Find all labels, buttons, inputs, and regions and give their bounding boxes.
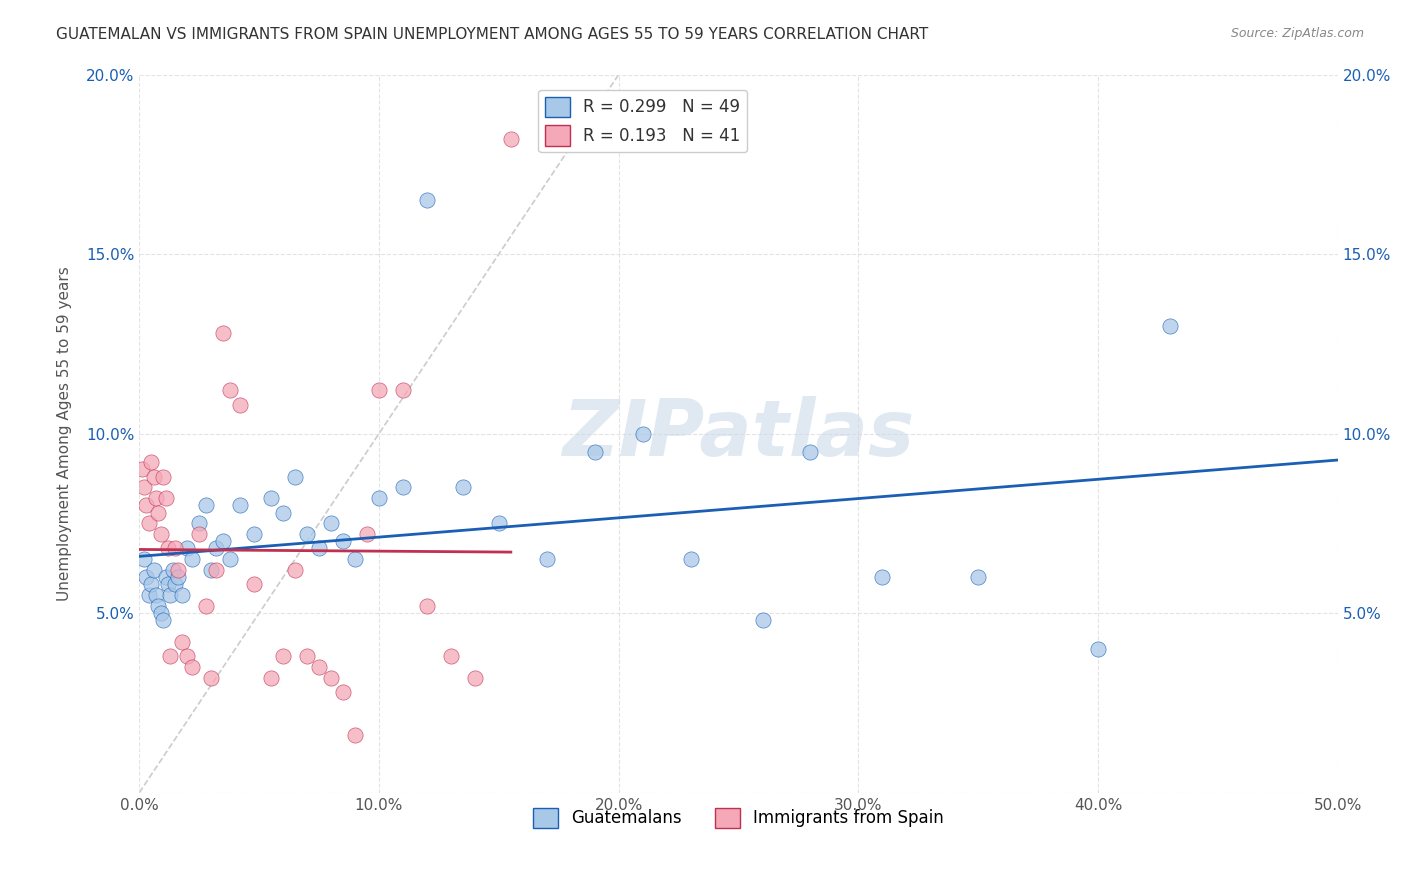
Y-axis label: Unemployment Among Ages 55 to 59 years: Unemployment Among Ages 55 to 59 years: [58, 266, 72, 601]
Point: [488, 516, 510, 531]
Point: [319, 671, 342, 685]
Point: [138, 588, 160, 602]
Point: [1159, 318, 1181, 333]
Point: [152, 469, 174, 483]
Point: [368, 384, 391, 398]
Point: [149, 527, 172, 541]
Point: [131, 462, 153, 476]
Point: [145, 588, 167, 602]
Point: [872, 570, 894, 584]
Point: [155, 491, 177, 506]
Point: [344, 552, 367, 566]
Point: [148, 599, 170, 613]
Point: [416, 599, 439, 613]
Point: [205, 541, 228, 556]
Point: [260, 671, 283, 685]
Point: [166, 570, 188, 584]
Point: [229, 398, 252, 412]
Point: [132, 552, 155, 566]
Point: [751, 613, 773, 627]
Point: [132, 480, 155, 494]
Point: [176, 649, 198, 664]
Point: [229, 499, 252, 513]
Text: GUATEMALAN VS IMMIGRANTS FROM SPAIN UNEMPLOYMENT AMONG AGES 55 TO 59 YEARS CORRE: GUATEMALAN VS IMMIGRANTS FROM SPAIN UNEM…: [56, 27, 928, 42]
Point: [356, 527, 378, 541]
Point: [181, 552, 204, 566]
Point: [162, 563, 184, 577]
Point: [308, 660, 330, 674]
Point: [135, 570, 157, 584]
Point: [141, 455, 163, 469]
Point: [536, 552, 558, 566]
Legend: Guatemalans, Immigrants from Spain: Guatemalans, Immigrants from Spain: [526, 801, 950, 835]
Point: [271, 649, 294, 664]
Point: [176, 541, 198, 556]
Point: [679, 552, 702, 566]
Point: [243, 527, 266, 541]
Point: [284, 469, 307, 483]
Point: [200, 563, 222, 577]
Point: [188, 527, 211, 541]
Point: [295, 527, 318, 541]
Point: [212, 326, 235, 340]
Point: [165, 541, 187, 556]
Point: [172, 588, 194, 602]
Point: [451, 480, 474, 494]
Point: [166, 563, 188, 577]
Point: [159, 649, 181, 664]
Point: [135, 499, 157, 513]
Point: [332, 685, 354, 699]
Point: [416, 193, 439, 207]
Point: [295, 649, 318, 664]
Point: [219, 384, 242, 398]
Text: Source: ZipAtlas.com: Source: ZipAtlas.com: [1230, 27, 1364, 40]
Point: [181, 660, 204, 674]
Point: [188, 516, 211, 531]
Point: [319, 516, 342, 531]
Point: [148, 506, 170, 520]
Point: [142, 469, 165, 483]
Point: [141, 577, 163, 591]
Point: [205, 563, 228, 577]
Point: [392, 384, 415, 398]
Point: [152, 613, 174, 627]
Point: [243, 577, 266, 591]
Point: [967, 570, 990, 584]
Point: [195, 499, 218, 513]
Point: [1087, 642, 1109, 657]
Point: [368, 491, 391, 506]
Point: [344, 728, 367, 742]
Point: [499, 132, 522, 146]
Point: [212, 534, 235, 549]
Point: [155, 570, 177, 584]
Point: [271, 506, 294, 520]
Point: [219, 552, 242, 566]
Point: [157, 577, 180, 591]
Text: ZIPatlas: ZIPatlas: [562, 395, 915, 472]
Point: [138, 516, 160, 531]
Point: [284, 563, 307, 577]
Point: [332, 534, 354, 549]
Point: [145, 491, 167, 506]
Point: [631, 426, 654, 441]
Point: [200, 671, 222, 685]
Point: [149, 606, 172, 620]
Point: [440, 649, 463, 664]
Point: [260, 491, 283, 506]
Point: [159, 588, 181, 602]
Point: [172, 635, 194, 649]
Point: [583, 444, 606, 458]
Point: [799, 444, 821, 458]
Point: [142, 563, 165, 577]
Point: [392, 480, 415, 494]
Point: [308, 541, 330, 556]
Point: [165, 577, 187, 591]
Point: [157, 541, 180, 556]
Point: [464, 671, 486, 685]
Point: [195, 599, 218, 613]
